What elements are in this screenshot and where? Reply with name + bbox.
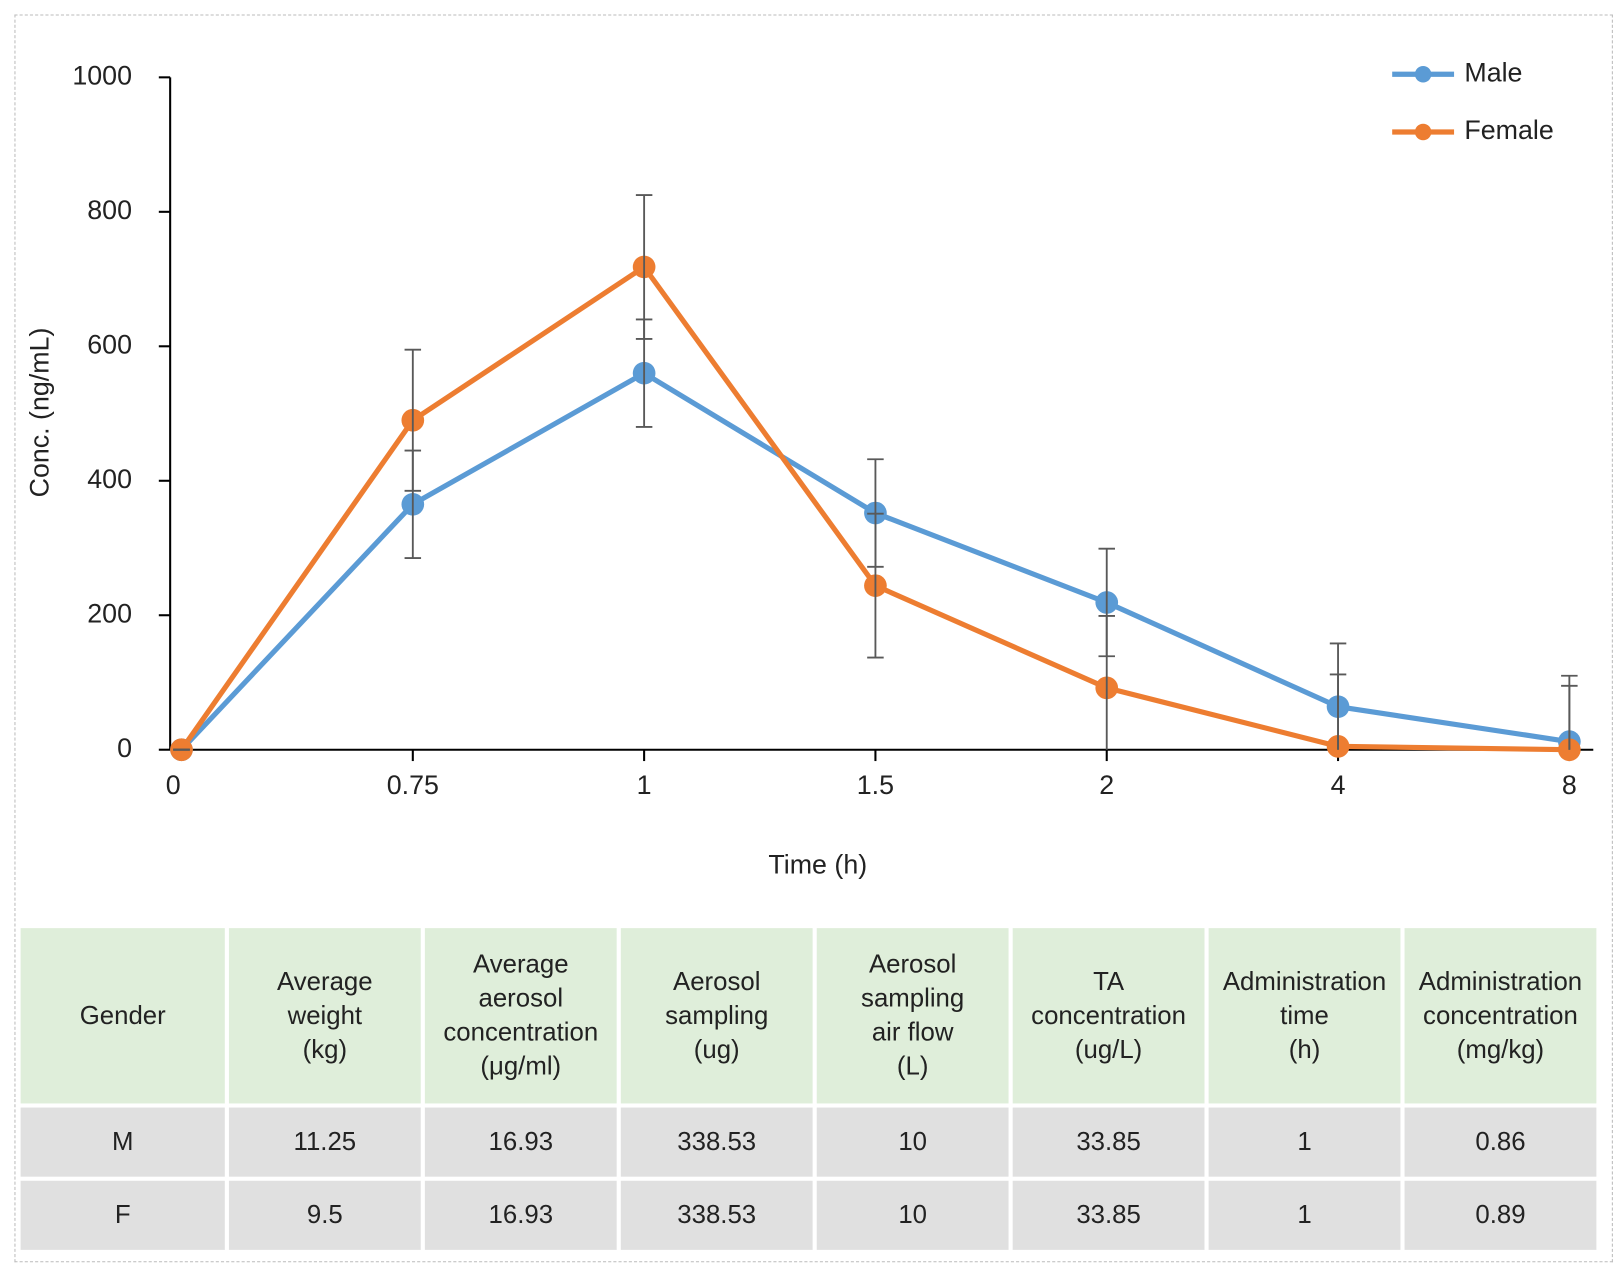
x-tick-label: 1.5 xyxy=(857,770,894,800)
header-cell: Gender xyxy=(20,928,225,1104)
header-cell: Administration time (h) xyxy=(1208,928,1401,1104)
table-cell: 16.93 xyxy=(424,1180,617,1250)
y-tick-label: 200 xyxy=(87,598,132,628)
table-row: F 9.5 16.93 338.53 10 33.85 1 0.89 xyxy=(20,1180,1597,1250)
header-text: Administration xyxy=(1222,966,1387,996)
y-tick-label: 0 xyxy=(117,733,132,763)
table-cell: 0.89 xyxy=(1404,1180,1597,1250)
error-bar xyxy=(1098,614,1115,750)
header-text: air flow xyxy=(871,1017,954,1047)
error-bar xyxy=(1329,673,1347,750)
x-tick-label: 0.75 xyxy=(387,770,439,800)
header-cell: Aerosol sampling air flow (L) xyxy=(816,928,1009,1104)
header-text: Administration xyxy=(1418,966,1583,996)
header-text: (L) xyxy=(896,1051,929,1081)
header-row: Gender Average weight (kg) Average aerosol con… xyxy=(20,928,1597,1104)
table-cell: 11.25 xyxy=(228,1107,421,1177)
header-cell: Aerosol sampling (ug) xyxy=(620,928,813,1104)
header-cell: TA concentration (ug/L) xyxy=(1012,928,1205,1104)
header-text: (ug) xyxy=(693,1034,740,1064)
header-text: sampling xyxy=(665,1000,769,1030)
table-cell: 338.53 xyxy=(620,1180,813,1250)
table-cell: 338.53 xyxy=(620,1107,813,1177)
header-text: (kg) xyxy=(302,1034,348,1064)
header-text: sampling xyxy=(861,983,965,1013)
table-cell: F xyxy=(20,1180,225,1250)
table-cell: 9.5 xyxy=(228,1180,421,1250)
table-body: M 11.25 16.93 338.53 10 33.85 1 0.86 F 9.5 16.93 33… xyxy=(20,1107,1597,1250)
frame xyxy=(14,14,1613,1263)
table-cell: 1 xyxy=(1208,1180,1401,1250)
table-row: M 11.25 16.93 338.53 10 33.85 1 0.86 xyxy=(20,1107,1597,1177)
header-text: (μg/ml) xyxy=(480,1051,562,1081)
table-cell: 0.86 xyxy=(1404,1107,1597,1177)
table-cell: 10 xyxy=(816,1180,1009,1250)
parameter-table: Gender Average weight (kg) Average aerosol con… xyxy=(17,924,1601,1254)
legend-label: Male xyxy=(1464,57,1522,87)
header-text: Gender xyxy=(79,1000,166,1030)
header-text: Average xyxy=(277,966,373,996)
header-text: concentration xyxy=(443,1017,599,1047)
header-text: concentration xyxy=(1423,1000,1578,1030)
x-tick-label: 1 xyxy=(637,770,652,800)
error-bar xyxy=(635,194,653,340)
header-text: (h) xyxy=(1288,1034,1321,1064)
header-cell: Administration concentration (mg/kg) xyxy=(1404,928,1597,1104)
error-bar xyxy=(867,512,884,659)
header-text: TA xyxy=(1093,966,1125,996)
header-text: time xyxy=(1280,1000,1329,1030)
x-tick-label: 0 xyxy=(166,770,181,800)
error-bar xyxy=(1561,684,1578,750)
header-text: Aerosol xyxy=(673,966,761,996)
x-axis-label: Time (h) xyxy=(768,849,867,879)
x-tick-label: 8 xyxy=(1562,770,1577,800)
header-cell: Average aerosol concentration (μg/ml) xyxy=(424,928,617,1104)
y-tick-label: 1000 xyxy=(72,60,132,90)
y-axis-label: Conc. (ng/mL) xyxy=(24,328,54,498)
y-tick-label: 400 xyxy=(87,464,132,494)
header-cell: Average weight (kg) xyxy=(228,928,421,1104)
chart: Time (h) Conc. (ng/mL) 0 200 400 600 800 1000… xyxy=(24,57,1594,879)
y-tick-label: 800 xyxy=(87,195,132,225)
header-text: aerosol xyxy=(478,983,564,1013)
header-text: Aerosol xyxy=(868,949,957,979)
table-cell: 16.93 xyxy=(424,1107,617,1177)
legend-marker xyxy=(1414,123,1432,141)
table-cell: 33.85 xyxy=(1012,1180,1205,1250)
table-cell: 10 xyxy=(816,1107,1009,1177)
header-text: (mg/kg) xyxy=(1456,1034,1545,1064)
table-cell: 1 xyxy=(1208,1107,1401,1177)
x-tick-label: 4 xyxy=(1331,770,1346,800)
legend-label: Female xyxy=(1464,115,1553,145)
legend-marker xyxy=(1414,66,1432,83)
header-text: (ug/L) xyxy=(1074,1034,1143,1064)
table-cell: M xyxy=(20,1107,225,1177)
header-text: Average xyxy=(472,949,569,979)
y-tick-label: 600 xyxy=(87,329,132,359)
table-cell: 33.85 xyxy=(1012,1107,1205,1177)
header-text: concentration xyxy=(1031,1000,1186,1030)
header-text: weight xyxy=(287,1000,363,1030)
error-bar xyxy=(404,348,422,492)
x-tick-label: 2 xyxy=(1099,770,1114,800)
